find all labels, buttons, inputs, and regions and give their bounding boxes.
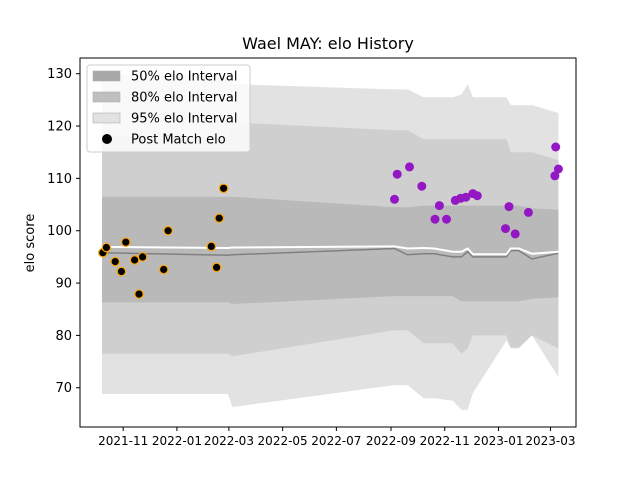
legend-swatch — [92, 70, 121, 82]
legend-box — [86, 64, 251, 153]
y-tick-label: 120 — [47, 120, 72, 135]
mean-elo-line — [101, 245, 559, 256]
post-match-elo-point — [405, 162, 414, 172]
post-match-elo-point — [551, 142, 561, 152]
plot-area — [98, 75, 563, 410]
post-match-elo-point — [417, 181, 427, 191]
post-match-elo-point — [129, 255, 140, 265]
post-match-elo-point — [510, 229, 520, 239]
post-match-elo-point — [430, 214, 440, 224]
axes-frame — [79, 57, 577, 428]
axes: 2021-11 2022-01 2022-03 2022-05 2022-07 2022-… — [47, 57, 577, 448]
chart-title: Wael MAY: elo History — [242, 34, 414, 53]
y-tick-label: 80 — [55, 329, 72, 344]
x-tick-label: 2023-01 — [473, 434, 523, 448]
x-tick-label: 2023-03 — [525, 434, 575, 448]
y-tick-label: 70 — [55, 381, 72, 396]
legend-swatch — [92, 91, 121, 103]
x-tick-label: 2022-03 — [204, 434, 254, 448]
legend-swatch — [92, 112, 121, 124]
post-match-elo-point — [390, 194, 399, 204]
x-tick-label: 2022-01 — [152, 434, 202, 448]
legend-label: 80% elo Interval — [131, 91, 238, 106]
x-tick-label: 2022-11 — [420, 434, 470, 448]
post-match-elo-point — [461, 192, 471, 202]
post-match-elo-point — [110, 256, 120, 267]
post-match-elo-point — [158, 264, 169, 275]
post-match-elo-point — [504, 202, 514, 212]
x-tick-label: 2022-07 — [311, 434, 361, 448]
y-tick-label: 130 — [47, 67, 72, 82]
legend-label: 50% elo Interval — [131, 70, 238, 85]
legend-marker — [102, 134, 112, 144]
post-match-elo-point — [206, 241, 217, 252]
post-match-elo-point — [392, 169, 402, 179]
post-match-elo-point — [137, 252, 148, 262]
post-match-elo-point — [101, 242, 112, 253]
legend: 50% elo Interval 80% elo Interval 95% elo … — [86, 64, 251, 153]
legend-label: Post Match elo — [131, 133, 226, 148]
y-axis-label: elo score — [23, 214, 38, 273]
post-match-elo-point — [211, 262, 222, 273]
post-match-elo-point — [472, 191, 482, 201]
post-match-elo-point — [434, 201, 444, 211]
post-match-elo-point — [501, 224, 510, 234]
post-match-elo-point — [163, 225, 173, 236]
post-match-elo-point — [218, 183, 229, 194]
y-tick-label: 90 — [55, 277, 72, 292]
post-match-elo-point — [553, 164, 563, 174]
median-elo-line — [101, 247, 559, 260]
x-tick-label: 2021-11 — [98, 434, 148, 448]
legend-label: 95% elo Interval — [131, 112, 238, 127]
post-match-elo-point — [134, 289, 144, 299]
post-match-elo-point — [442, 214, 451, 224]
post-match-elo-point — [121, 237, 131, 247]
y-tick-label: 110 — [47, 172, 72, 187]
post-match-elo-point — [116, 266, 127, 277]
post-match-elo-point — [214, 213, 224, 223]
y-tick-label: 100 — [47, 224, 72, 239]
post-match-elo-point — [550, 171, 560, 181]
x-tick-label: 2022-09 — [366, 434, 416, 448]
x-tick-label: 2022-05 — [258, 434, 308, 448]
post-match-elo-point — [523, 207, 533, 217]
